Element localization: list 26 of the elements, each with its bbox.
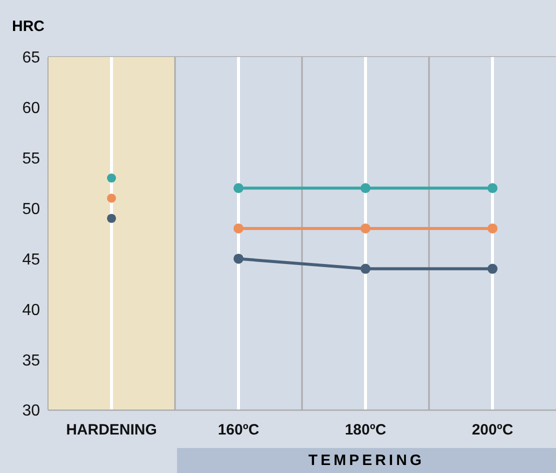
- y-tick-label: 65: [22, 50, 40, 67]
- y-axis-title: HRC: [12, 18, 44, 35]
- point: [360, 183, 370, 194]
- point: [360, 223, 370, 234]
- point: [106, 214, 116, 223]
- y-tick-label: 60: [22, 100, 40, 118]
- band-label: TEMPERING: [177, 448, 556, 473]
- point: [234, 223, 244, 234]
- x-tick-label: 200ºC: [472, 422, 514, 439]
- point: [488, 223, 498, 234]
- point: [234, 183, 244, 194]
- y-tick-label: 55: [22, 150, 40, 168]
- point: [488, 264, 498, 274]
- x-tick-label: 180ºC: [344, 422, 386, 439]
- point: [488, 183, 498, 194]
- y-tick-label: 35: [22, 352, 40, 370]
- point: [106, 174, 116, 183]
- y-tick-label: 50: [22, 200, 40, 218]
- x-tick-label: HARDENING: [66, 422, 157, 439]
- x-tick-label: 160ºC: [218, 422, 260, 439]
- y-tick-label: 40: [22, 302, 40, 319]
- point: [106, 194, 116, 203]
- point: [234, 254, 244, 264]
- point: [360, 264, 370, 274]
- y-tick-label: 45: [22, 251, 40, 268]
- y-tick-label: 30: [22, 402, 40, 420]
